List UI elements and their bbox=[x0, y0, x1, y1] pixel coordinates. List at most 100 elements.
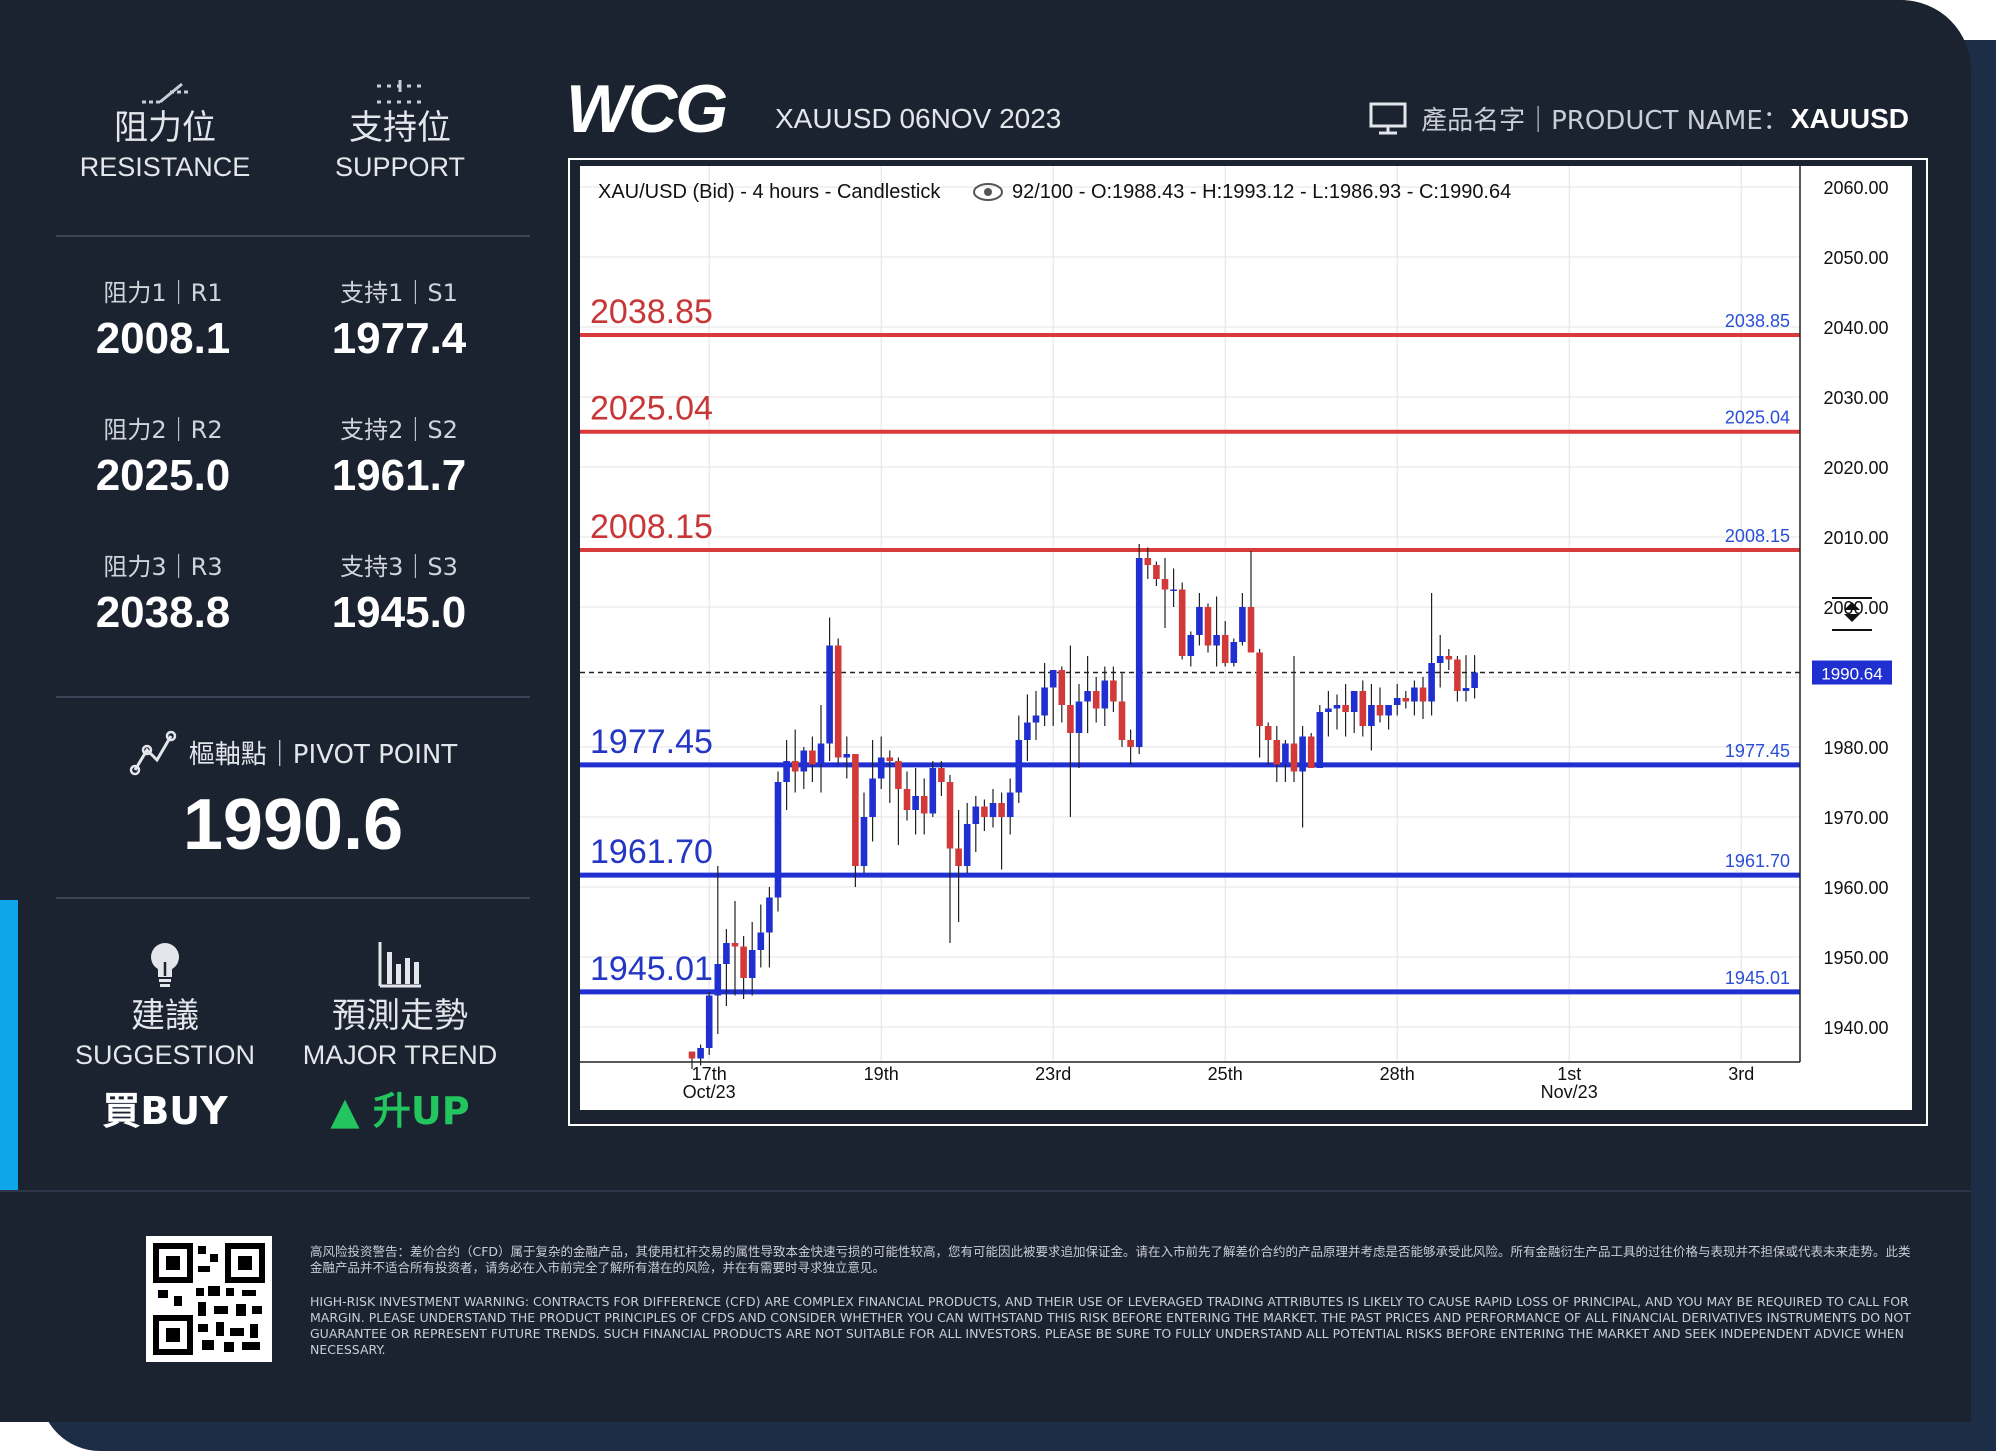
support-line-tag: 1977.45 bbox=[1725, 741, 1790, 761]
candle-body bbox=[1221, 635, 1229, 663]
r3-label: 阻力3｜R3 bbox=[103, 553, 223, 581]
candle-body bbox=[1385, 705, 1392, 716]
candle-body bbox=[731, 943, 739, 947]
candle-body bbox=[834, 645, 842, 758]
support-header: 支持位 SUPPORT bbox=[290, 78, 510, 184]
candle-body bbox=[1290, 743, 1298, 772]
candle-body bbox=[1118, 701, 1126, 740]
trend-value: 升UP bbox=[372, 1089, 470, 1133]
candle-body bbox=[998, 803, 1005, 817]
x-tick-label: 23rd bbox=[1035, 1064, 1071, 1084]
candle-body bbox=[877, 757, 885, 779]
candle-body bbox=[1342, 705, 1349, 712]
monitor-icon bbox=[1369, 102, 1407, 134]
candle-body bbox=[1015, 740, 1023, 793]
candle-body bbox=[1144, 558, 1152, 565]
candle-body bbox=[895, 761, 902, 789]
y-tick-label: 1980.00 bbox=[1823, 738, 1888, 758]
y-tick-label: 2020.00 bbox=[1823, 458, 1888, 478]
candle-body bbox=[912, 796, 919, 810]
candle-body bbox=[1462, 687, 1470, 691]
candle-body bbox=[1359, 691, 1367, 726]
candle-body bbox=[1127, 740, 1134, 747]
candle-body bbox=[1161, 579, 1169, 590]
pivot-section: 樞軸點｜PIVOT POINT 1990.6 bbox=[56, 728, 530, 868]
r2-value: 2025.0 bbox=[95, 451, 231, 500]
y-tick-label: 2040.00 bbox=[1823, 318, 1888, 338]
resistance-header-cn: 阻力位 bbox=[114, 108, 216, 148]
candle-body bbox=[1187, 635, 1195, 656]
resistance-header: 阻力位 RESISTANCE bbox=[55, 78, 275, 184]
r1-label: 阻力1｜R1 bbox=[103, 279, 223, 307]
candle-body bbox=[1101, 680, 1109, 709]
x-tick-sublabel: Nov/23 bbox=[1541, 1082, 1598, 1102]
candle-body bbox=[1411, 687, 1418, 702]
bar-chart-icon bbox=[378, 942, 421, 988]
candle-body bbox=[1471, 672, 1478, 688]
trend-value-wrap: ▲ 升UP bbox=[290, 1080, 510, 1135]
footer: 高风险投资警告：差价合约（CFD）属于复杂的金融产品，其使用杠杆交易的属性导致本… bbox=[0, 1190, 1971, 1422]
y-tick-label: 1960.00 bbox=[1823, 878, 1888, 898]
candle-body bbox=[843, 754, 851, 758]
candle-body bbox=[1376, 705, 1384, 716]
product-label: 產品名字｜PRODUCT NAME： bbox=[1421, 106, 1789, 136]
last-price-tag bbox=[1812, 660, 1892, 685]
support-line-tag: 1961.70 bbox=[1725, 851, 1790, 871]
s1-label: 支持1｜S1 bbox=[340, 279, 458, 307]
candle-body bbox=[852, 754, 859, 866]
chart-grid bbox=[580, 166, 1800, 1062]
candle-body bbox=[1333, 705, 1341, 709]
support-icon bbox=[377, 80, 423, 104]
candle-body bbox=[903, 789, 911, 810]
pivot-label: 樞軸點｜PIVOT POINT bbox=[188, 739, 458, 770]
support-header-en: SUPPORT bbox=[334, 152, 466, 182]
candle-body bbox=[1282, 743, 1289, 765]
support-header-cn: 支持位 bbox=[349, 108, 451, 148]
candle-body bbox=[740, 946, 747, 978]
last-price-label: 1990.64 bbox=[1821, 665, 1882, 684]
r3-value: 2038.8 bbox=[95, 588, 231, 637]
x-tick-label: 3rd bbox=[1728, 1064, 1754, 1084]
trend-cn: 預測走勢 bbox=[332, 996, 468, 1036]
candle-body bbox=[723, 943, 730, 964]
candle-body bbox=[1170, 589, 1177, 591]
r3-cell: 阻力3｜R3 2038.8 bbox=[48, 552, 278, 640]
candle-body bbox=[783, 761, 790, 782]
chart-title-left: XAU/USD (Bid) - 4 hours - Candlestick bbox=[598, 181, 941, 203]
candles bbox=[688, 544, 1478, 1069]
headline: XAUUSD 06NOV 2023 bbox=[775, 103, 1062, 134]
accent-bar bbox=[0, 900, 18, 1190]
candle-body bbox=[920, 796, 928, 814]
candle-body bbox=[1075, 701, 1083, 733]
s3-label: 支持3｜S3 bbox=[340, 553, 458, 581]
resistance-line-label: 2025.04 bbox=[590, 390, 713, 428]
eye-icon bbox=[973, 183, 1003, 201]
candle-body bbox=[774, 782, 782, 898]
candle-body bbox=[826, 645, 833, 744]
y-tick-label: 1940.00 bbox=[1823, 1018, 1888, 1038]
y-tick-label: 2010.00 bbox=[1823, 528, 1888, 548]
y-tick-label: 1970.00 bbox=[1823, 808, 1888, 828]
candle-body bbox=[714, 964, 722, 996]
candle-body bbox=[1178, 589, 1186, 656]
candle-body bbox=[1299, 736, 1306, 772]
x-tick-label: 19th bbox=[864, 1064, 899, 1084]
product-value: XAUUSD bbox=[1790, 102, 1909, 134]
y-tick-label: 2050.00 bbox=[1823, 248, 1888, 268]
candle-body bbox=[860, 817, 868, 866]
candle-body bbox=[1213, 635, 1220, 646]
lightbulb-icon bbox=[151, 943, 179, 987]
trend-en: MAJOR TREND bbox=[302, 1040, 498, 1070]
y-tick-label: 2060.00 bbox=[1823, 178, 1888, 198]
candle-body bbox=[1264, 726, 1272, 740]
qr-code bbox=[146, 1236, 272, 1362]
disclaimer-cn: 高风险投资警告：差价合约（CFD）属于复杂的金融产品，其使用杠杆交易的属性导致本… bbox=[310, 1244, 1911, 1275]
candle-body bbox=[809, 750, 816, 765]
resistance-line-label: 2038.85 bbox=[590, 293, 713, 331]
candle-body bbox=[1067, 705, 1074, 733]
candle-body bbox=[1368, 705, 1375, 726]
candle-body bbox=[757, 932, 765, 950]
support-line-label: 1961.70 bbox=[590, 833, 713, 871]
up-arrow-icon: ▲ bbox=[330, 1089, 360, 1133]
candle-body bbox=[748, 950, 756, 978]
